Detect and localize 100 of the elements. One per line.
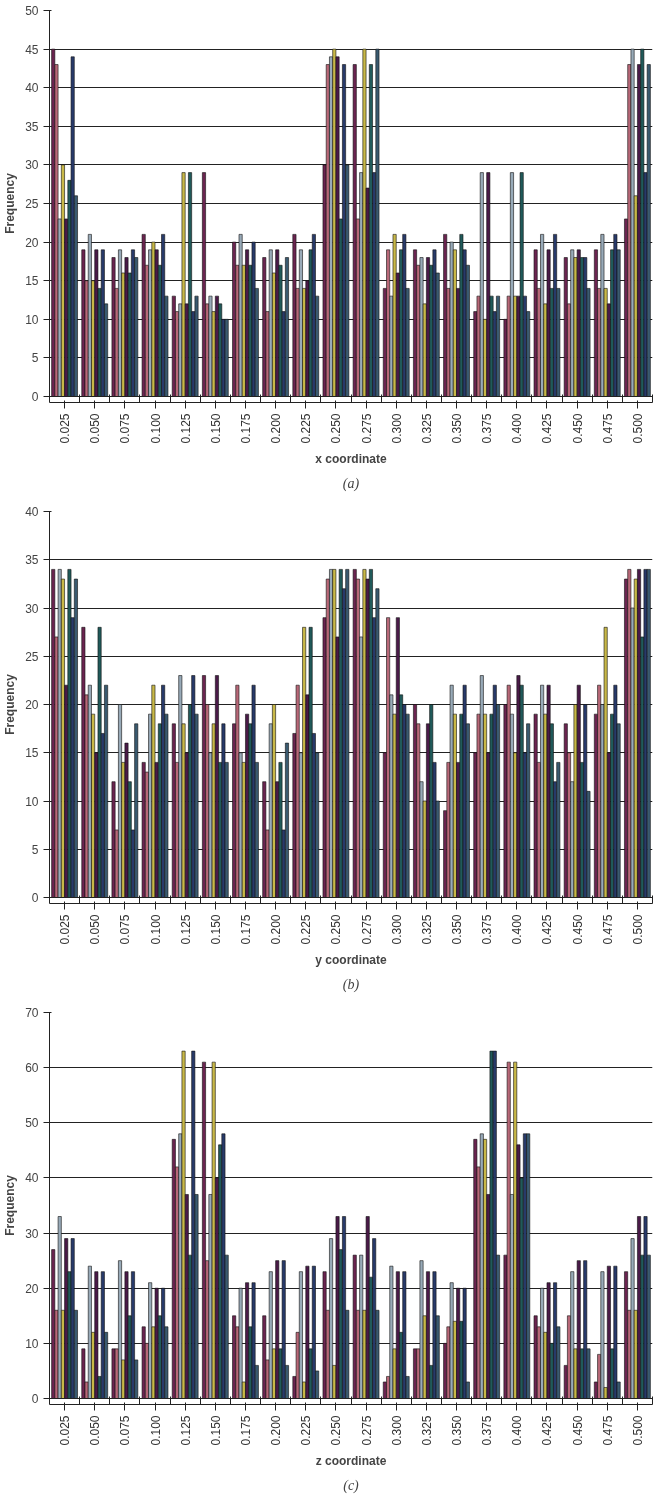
x-tick-label: 0.325 xyxy=(419,914,434,945)
bar xyxy=(556,762,561,898)
bar xyxy=(308,627,313,898)
bar xyxy=(419,1260,424,1399)
x-tick-label: 0.225 xyxy=(299,413,314,444)
bar xyxy=(298,1271,303,1399)
bar xyxy=(188,172,192,397)
x-tick-label: 0.175 xyxy=(238,914,253,945)
bar xyxy=(202,1061,206,1399)
y-tick-label: 0 xyxy=(31,1392,39,1406)
x-tick-label: 0.075 xyxy=(118,1415,133,1446)
bar xyxy=(94,1271,99,1399)
bar xyxy=(375,48,380,397)
x-tick-label: 0.500 xyxy=(630,1415,645,1446)
bar xyxy=(419,257,424,397)
bar xyxy=(81,627,86,898)
bar xyxy=(479,172,484,397)
bar xyxy=(402,234,407,397)
bar xyxy=(285,257,289,397)
bar xyxy=(583,704,588,898)
x-tick-label: 0.350 xyxy=(450,914,465,945)
bar xyxy=(181,1050,186,1399)
x-tick-label: 0.050 xyxy=(88,1415,103,1446)
bar xyxy=(375,588,380,898)
x-tick-label: 0.025 xyxy=(58,413,73,444)
bar xyxy=(97,627,102,898)
text: (a) xyxy=(342,475,360,492)
x-tick-label: 0.275 xyxy=(359,1415,374,1446)
bar xyxy=(251,1282,256,1399)
bar xyxy=(546,684,551,898)
x-tick-label: 0.150 xyxy=(208,1415,223,1446)
y-tick-label: 30 xyxy=(25,158,39,173)
x-tick-label: 0.025 xyxy=(58,914,73,945)
y-tick-label: 20 xyxy=(25,698,39,712)
bar xyxy=(526,1133,531,1399)
x-tick-label: 0.375 xyxy=(480,914,495,945)
bar xyxy=(329,1238,333,1399)
bar xyxy=(151,684,156,898)
x-tick-label: 0.050 xyxy=(88,413,103,444)
x-tick-label: 0.250 xyxy=(329,914,344,945)
x-tick-label: 0.250 xyxy=(329,1415,344,1446)
bar xyxy=(94,249,99,397)
y-tick-label: 10 xyxy=(25,794,39,809)
y-tick-label: 10 xyxy=(25,312,39,327)
bar xyxy=(141,1326,146,1399)
y-tick-label: 25 xyxy=(25,197,39,211)
bar xyxy=(583,1260,588,1399)
bar xyxy=(533,249,538,397)
bar xyxy=(449,1282,454,1399)
x-tick-label: 0.275 xyxy=(359,413,374,444)
bar xyxy=(87,1265,92,1399)
x-tick-label: 0.425 xyxy=(540,413,555,444)
bar xyxy=(118,1260,122,1399)
x-tick-label: 0.450 xyxy=(570,1415,585,1446)
bar xyxy=(372,1238,377,1399)
y-tick-label: 30 xyxy=(25,1226,39,1241)
bar xyxy=(630,48,635,397)
x-tick-label: 0.475 xyxy=(600,413,615,444)
x-tick-label: 0.475 xyxy=(600,1415,615,1446)
bar xyxy=(111,781,116,898)
x-tick-label: 0.500 xyxy=(630,413,645,444)
bar xyxy=(533,1315,538,1399)
y-tick-label: 10 xyxy=(25,1336,39,1351)
bar xyxy=(141,234,146,397)
y-tick-label: 5 xyxy=(31,842,39,857)
bar xyxy=(506,1061,511,1399)
bar xyxy=(606,1265,611,1399)
text: (c) xyxy=(343,1477,360,1494)
x-tick-label: 0.075 xyxy=(118,413,133,444)
x-tick-label: 0.300 xyxy=(389,914,404,945)
y-tick-label: 15 xyxy=(25,746,39,761)
bar xyxy=(100,1271,105,1399)
x-tick-label: 0.250 xyxy=(329,413,344,444)
y-tick-label: 40 xyxy=(25,1171,39,1186)
x-tick-label: 0.200 xyxy=(269,1415,284,1446)
bar xyxy=(630,1238,635,1399)
bar xyxy=(462,1287,467,1399)
x-tick-label: 0.175 xyxy=(238,1415,253,1446)
bar xyxy=(124,1271,129,1399)
x-axis-title: y coordinate xyxy=(315,952,387,967)
x-tick-label: 0.225 xyxy=(299,1415,314,1446)
x-tick-label: 0.350 xyxy=(450,413,465,444)
y-tick-label: 35 xyxy=(25,119,39,134)
x-tick-label: 0.325 xyxy=(419,1415,434,1446)
bar xyxy=(111,257,116,397)
x-tick-label: 0.300 xyxy=(389,1415,404,1446)
text: (b) xyxy=(342,976,360,993)
x-tick-label: 0.100 xyxy=(148,413,163,444)
bar xyxy=(194,295,199,397)
y-tick-label: 0 xyxy=(31,390,39,404)
x-tick-label: 0.175 xyxy=(238,413,253,444)
bar xyxy=(278,762,283,898)
bar xyxy=(191,1050,196,1399)
bar xyxy=(462,684,467,898)
bar xyxy=(352,569,357,898)
x-tick-label: 0.400 xyxy=(510,914,525,945)
bar xyxy=(600,234,605,397)
bar xyxy=(603,627,608,898)
x-tick-label: 0.425 xyxy=(540,914,555,945)
x-tick-label: 0.425 xyxy=(540,1415,555,1446)
